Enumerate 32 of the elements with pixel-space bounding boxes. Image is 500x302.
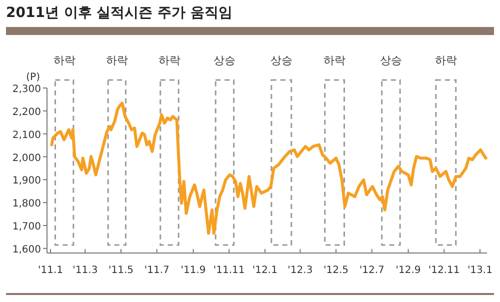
x-tick-label: '11.11 <box>213 265 245 276</box>
x-tick-label: '11.3 <box>72 265 98 276</box>
x-tick-label: '12.11 <box>428 265 460 276</box>
x-tick-label: '12.7 <box>359 265 384 276</box>
y-tick-label: 1,900 <box>12 176 41 187</box>
band-label: 하락 <box>53 54 76 67</box>
x-tick-label: '12.1 <box>252 265 278 276</box>
y-tick-label: 1,600 <box>12 244 41 256</box>
y-tick-label: 2,100 <box>12 130 41 141</box>
chart-title: 2011년 이후 실적시즌 주가 움직임 <box>6 5 232 21</box>
band-label: 하락 <box>106 54 128 67</box>
x-tick-label: '12.9 <box>396 265 421 276</box>
y-tick-label: 2,300 <box>12 84 41 95</box>
y-tick-label: 1,700 <box>12 222 41 232</box>
y-tick-label: 1,800 <box>12 198 41 210</box>
x-tick-label: '12.3 <box>288 265 313 276</box>
x-tick-label: '12.5 <box>324 265 349 276</box>
band-label: 하락 <box>324 54 346 67</box>
y-tick-label: 2,000 <box>12 152 41 164</box>
band-label: 하락 <box>434 54 457 67</box>
band-label: 상승 <box>380 54 402 67</box>
x-tick-label: '11.1 <box>38 265 64 276</box>
x-tick-label: '11.5 <box>108 265 134 276</box>
y-tick-label: 2,200 <box>12 106 41 118</box>
band-label: 상승 <box>270 54 292 67</box>
y-axis-title: (P) <box>26 72 40 83</box>
x-tick-label: '13.1 <box>467 265 492 276</box>
band-label: 하락 <box>158 54 180 67</box>
x-tick-label: '11.7 <box>144 265 170 276</box>
band-label: 상승 <box>214 54 236 67</box>
line-series <box>50 102 488 235</box>
x-tick-label: '11.9 <box>180 265 206 276</box>
